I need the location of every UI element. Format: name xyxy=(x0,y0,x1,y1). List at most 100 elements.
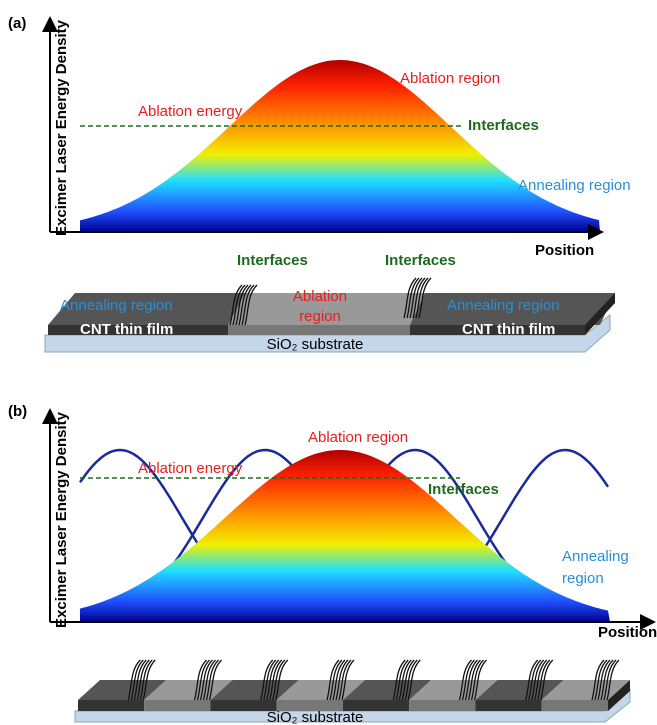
fiber xyxy=(229,284,243,326)
film-segment xyxy=(78,700,145,711)
fiber xyxy=(534,659,548,701)
fiber xyxy=(528,659,542,701)
fiber xyxy=(401,659,415,701)
film-segment xyxy=(475,700,542,711)
annotation: Annealing xyxy=(562,548,629,565)
fiber xyxy=(540,659,554,701)
fiber xyxy=(272,659,286,701)
fiber xyxy=(130,659,144,701)
fiber xyxy=(406,277,420,319)
fiber xyxy=(600,659,614,701)
fiber xyxy=(341,659,355,701)
fiber xyxy=(139,659,153,701)
fibers xyxy=(127,277,620,701)
annotation: Annealing region xyxy=(60,297,173,314)
fiber xyxy=(260,659,274,701)
fiber xyxy=(136,659,150,701)
fiber xyxy=(404,659,418,701)
energy-profile xyxy=(80,450,610,622)
film-segment xyxy=(541,700,608,711)
fiber xyxy=(412,277,426,319)
fiber xyxy=(275,659,289,701)
fiber xyxy=(326,659,340,701)
fiber xyxy=(464,659,478,701)
film-segment xyxy=(343,700,410,711)
fiber xyxy=(603,659,617,701)
fiber xyxy=(329,659,343,701)
annotation: Ablation energy xyxy=(138,103,243,120)
fiber xyxy=(269,659,283,701)
fiber xyxy=(606,659,620,701)
fiber xyxy=(208,659,222,701)
fiber xyxy=(199,659,213,701)
film-label: CNT thin film xyxy=(462,321,555,338)
annotation: Ablation region xyxy=(308,429,408,446)
fiber xyxy=(332,659,346,701)
annotation: region xyxy=(299,308,341,325)
fiber xyxy=(403,277,417,319)
film-segment xyxy=(210,700,277,711)
fiber xyxy=(461,659,475,701)
annotation: Interfaces xyxy=(468,117,539,134)
film-slab xyxy=(74,680,631,723)
fiber xyxy=(470,659,484,701)
annotation: Annealing region xyxy=(447,297,560,314)
fiber xyxy=(142,659,156,701)
fiber xyxy=(537,659,551,701)
fiber xyxy=(409,277,423,319)
x-axis-label: Position xyxy=(535,242,594,259)
annotation: Ablation region xyxy=(400,70,500,87)
substrate-label: SiO₂ substrate xyxy=(267,709,364,725)
fiber xyxy=(232,284,246,326)
film-side xyxy=(608,680,630,711)
fiber xyxy=(205,659,219,701)
annotation: region xyxy=(562,570,604,587)
fiber xyxy=(531,659,545,701)
annotation: Ablation xyxy=(293,288,347,305)
fiber xyxy=(467,659,481,701)
fiber xyxy=(458,659,472,701)
fiber xyxy=(398,659,412,701)
substrate-label: SiO₂ substrate xyxy=(267,336,364,353)
fiber xyxy=(266,659,280,701)
fiber xyxy=(418,277,432,319)
fiber xyxy=(597,659,611,701)
fiber xyxy=(415,277,429,319)
fiber xyxy=(193,659,207,701)
fiber xyxy=(392,659,406,701)
annotation: Interfaces xyxy=(237,252,308,269)
annotation: Interfaces xyxy=(385,252,456,269)
annotation: Ablation energy xyxy=(138,460,243,477)
fiber xyxy=(241,284,255,326)
fiber xyxy=(244,284,258,326)
fiber xyxy=(338,659,352,701)
fiber xyxy=(238,284,252,326)
film-segment xyxy=(276,700,343,711)
annotation: Annealing region xyxy=(518,177,631,194)
fiber xyxy=(133,659,147,701)
fiber xyxy=(395,659,409,701)
film-segment xyxy=(409,700,476,711)
fiber xyxy=(591,659,605,701)
fiber xyxy=(335,659,349,701)
panel-label: (a) xyxy=(8,15,26,32)
film-label: CNT thin film xyxy=(80,321,173,338)
fiber xyxy=(235,284,249,326)
annotation: Interfaces xyxy=(428,481,499,498)
fiber xyxy=(407,659,421,701)
fiber xyxy=(525,659,539,701)
fiber xyxy=(202,659,216,701)
film-slab xyxy=(44,293,615,353)
fiber xyxy=(594,659,608,701)
fiber xyxy=(196,659,210,701)
energy-profile xyxy=(80,60,600,232)
fiber xyxy=(473,659,487,701)
x-axis-label: Position xyxy=(598,624,657,641)
fiber xyxy=(263,659,277,701)
y-axis-label: Excimer Laser Energy Density xyxy=(53,19,70,236)
fiber xyxy=(127,659,141,701)
y-axis-label: Excimer Laser Energy Density xyxy=(53,411,70,628)
panel-label: (b) xyxy=(8,403,27,420)
film-segment xyxy=(144,700,211,711)
